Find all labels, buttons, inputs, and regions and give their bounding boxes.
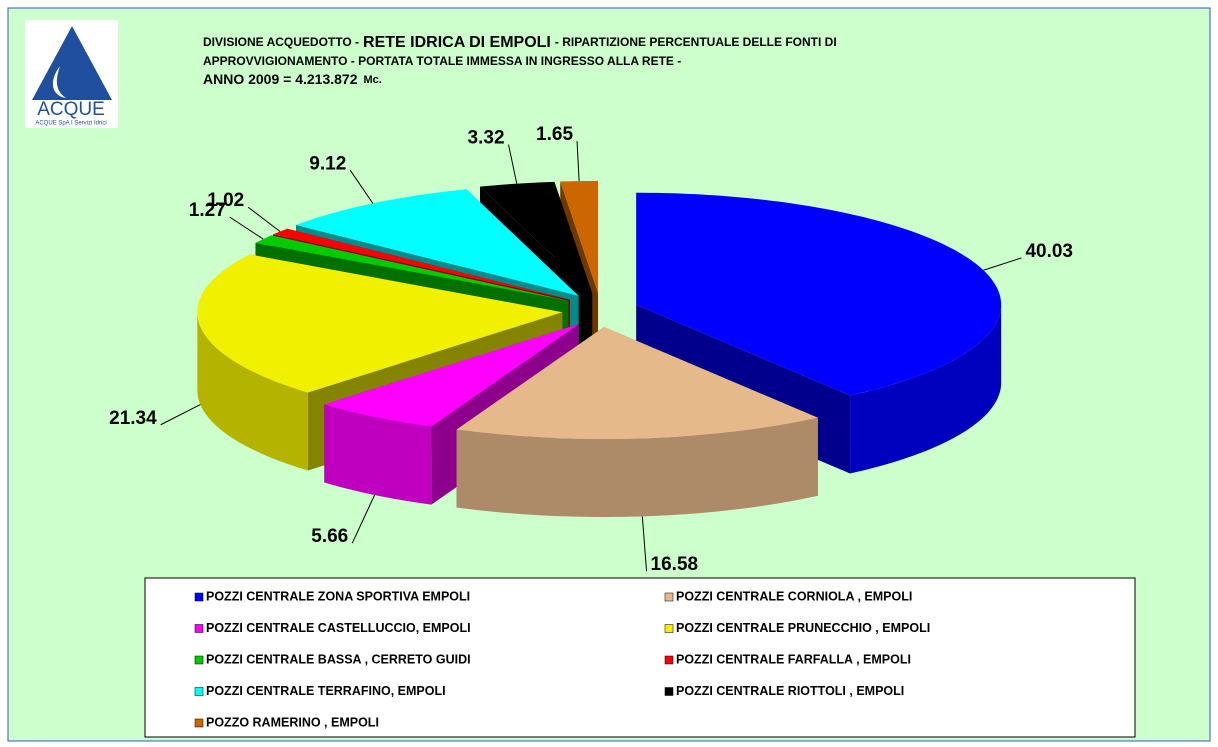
leader-line [160, 404, 201, 426]
slice-wall [197, 312, 308, 471]
data-label: 9.12 [309, 153, 346, 174]
subtitle: ANNO 2009 = 4.213.872 Mc. [203, 71, 382, 87]
legend-label: POZZI CENTRALE BASSA , CERRETO GUIDI [206, 652, 471, 666]
logo: ACQUE ACQUE SpA I Servizi Idrici [25, 20, 118, 128]
legend-swatch [194, 624, 204, 633]
title-part: DIVISIONE ACQUEDOTTO - [203, 35, 359, 49]
logo-name: ACQUE [37, 99, 105, 120]
legend-swatch [664, 592, 674, 602]
slice [480, 181, 593, 294]
slice [255, 235, 569, 301]
logo-tagline: ACQUE SpA I Servizi Idrici [35, 121, 106, 127]
leader-line [351, 494, 376, 544]
slice-wall [456, 417, 818, 518]
legend-swatch [194, 592, 204, 602]
legend-label: POZZI CENTRALE PRUNECCHIO , EMPOLI [676, 621, 930, 635]
leader-line [576, 141, 580, 182]
legend-label: POZZI CENTRALE RIOTTOLI , EMPOLI [676, 684, 904, 698]
legend-box [144, 577, 1136, 738]
slice [296, 189, 579, 296]
legend: POZZI CENTRALE ZONA SPORTIVA EMPOLI POZZI… [194, 589, 930, 729]
data-label: 21.34 [109, 408, 157, 429]
leader-line [349, 170, 374, 204]
slice [273, 228, 570, 300]
title-part: RETE IDRICA DI EMPOLI [363, 34, 551, 51]
legend-label: POZZI CENTRALE FARFALLA , EMPOLI [676, 652, 911, 666]
legend-swatch [194, 655, 204, 665]
chart-title: DIVISIONE ACQUEDOTTO - RETE IDRICA DI EMP… [203, 34, 837, 51]
slice [560, 180, 599, 293]
slice-wall [324, 404, 432, 505]
data-label: 1.27 [189, 200, 226, 221]
logo-shape [32, 26, 112, 100]
legend-swatch [194, 687, 204, 696]
pie: 40.03 16.58 5.66 21.34 1.271.02 9.12 3.32 1.65 [109, 124, 1073, 575]
legend-label: POZZI CENTRALE TERRAFINO, EMPOLI [206, 684, 446, 698]
subtitle: APPROVVIGIONAMENTO - PORTATA TOTALE IMME… [203, 54, 681, 68]
legend-label: POZZO RAMERINO , EMPOLI [206, 715, 379, 729]
subtitle-part: ANNO 2009 = 4.213.872 [203, 71, 358, 87]
leader-line [229, 216, 264, 240]
slice [197, 254, 563, 393]
title-part: - RIPARTIZIONE PERCENTUALE DELLE FONTI D… [555, 35, 837, 49]
data-label: 5.66 [311, 526, 348, 547]
leader-line [641, 516, 648, 572]
legend-label: POZZI CENTRALE ZONA SPORTIVA EMPOLI [206, 589, 470, 603]
logo-drop [52, 66, 66, 98]
legend-swatch [664, 624, 674, 633]
data-label: 40.03 [1025, 241, 1073, 262]
legend-swatch [664, 655, 674, 665]
slice-wall [850, 304, 1002, 474]
data-label: 16.58 [651, 554, 699, 575]
data-label: 1.02 [207, 190, 244, 211]
data-label: 3.32 [468, 128, 505, 149]
leader-line [247, 206, 281, 232]
slice [324, 324, 579, 427]
data-label: 1.65 [536, 124, 573, 145]
legend-label: POZZI CENTRALE CASTELLUCCIO, EMPOLI [206, 621, 471, 635]
subtitle-part: Mc. [364, 74, 382, 86]
leader-line [983, 257, 1022, 271]
legend-swatch [664, 687, 674, 696]
slice [636, 192, 1002, 396]
legend-swatch [194, 718, 204, 728]
leader-line [508, 144, 518, 184]
slice [456, 327, 818, 440]
legend-label: POZZI CENTRALE CORNIOLA , EMPOLI [676, 589, 912, 603]
